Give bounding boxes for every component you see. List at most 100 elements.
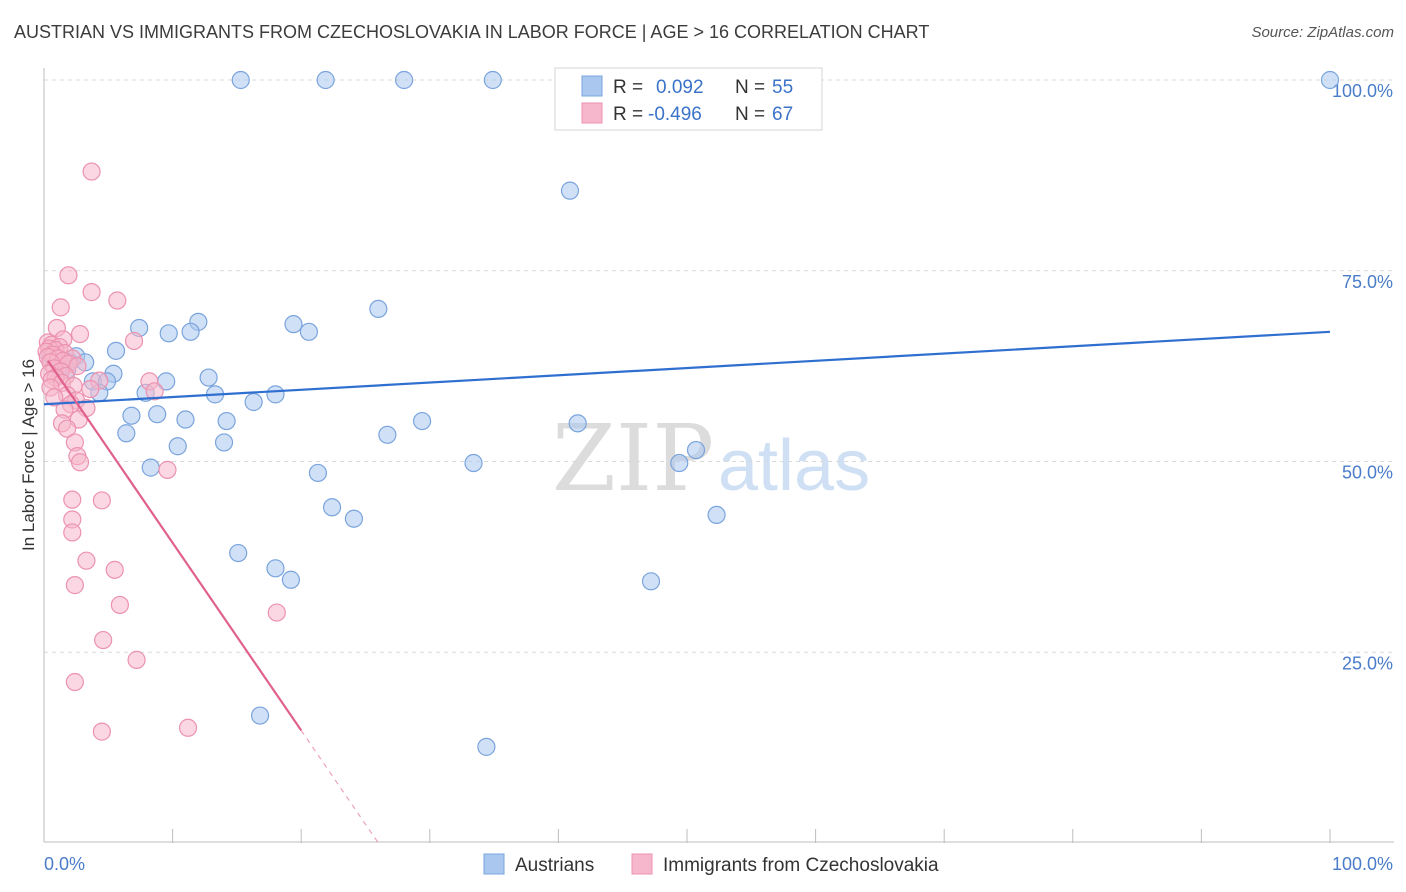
series-legend-label-austrians: Austrians <box>515 855 594 876</box>
point-austrian-36 <box>568 414 587 433</box>
stats-legend-n-value-blue: 55 <box>772 77 793 98</box>
point-czech-54 <box>77 551 96 570</box>
point-czech-35 <box>81 379 100 399</box>
point-austrian-33 <box>176 410 195 429</box>
point-austrian-30 <box>244 392 263 412</box>
trend-line-czech <box>46 360 303 732</box>
point-czech-2 <box>82 283 101 302</box>
y-tick-label-3: 25.0% <box>1342 653 1393 673</box>
x-ticks <box>172 829 1331 843</box>
point-czech-56 <box>65 576 84 595</box>
point-czech-48 <box>70 453 90 472</box>
stats-legend-r-value-blue: 0.092 <box>656 77 704 98</box>
stats-legend-n-value-pink: 67 <box>772 104 793 125</box>
stats-legend-n-label-blue: N = <box>735 77 765 98</box>
stats-legend-n-label-pink: N = <box>735 104 765 125</box>
point-austrian-50 <box>266 559 285 578</box>
point-austrian-41 <box>686 440 706 460</box>
point-czech-62 <box>178 718 198 737</box>
point-austrian-3 <box>483 70 502 90</box>
point-austrian-1 <box>316 70 335 90</box>
point-austrian-4 <box>1320 70 1340 90</box>
point-austrian-44 <box>141 458 160 477</box>
point-czech-58 <box>267 603 286 622</box>
series-legend: Austrians Immigrants from Czechoslovakia <box>483 853 939 876</box>
point-austrian-52 <box>641 572 661 591</box>
point-czech-36 <box>145 382 164 401</box>
point-czech-4 <box>51 298 70 317</box>
point-austrian-46 <box>322 498 342 517</box>
point-czech-61 <box>65 672 84 692</box>
point-austrian-31 <box>122 406 141 425</box>
point-czech-55 <box>105 560 124 579</box>
x-tick-label-max: 100.0% <box>1332 854 1393 874</box>
point-czech-3 <box>108 291 127 310</box>
point-austrian-35 <box>412 411 432 431</box>
point-czech-59 <box>94 630 113 650</box>
y-tick-label-0: 100.0% <box>1332 81 1393 101</box>
point-austrian-32 <box>148 405 167 424</box>
point-austrian-48 <box>707 505 726 525</box>
stats-legend-r-value-pink: -0.496 <box>648 104 702 125</box>
x-tick-label-min: 0.0% <box>44 854 85 874</box>
trend-line-austrian <box>43 330 1331 406</box>
trend-lines <box>43 330 1331 844</box>
point-austrian-2 <box>394 70 414 90</box>
point-austrian-53 <box>250 706 270 725</box>
point-austrian-39 <box>214 433 234 452</box>
watermark: ZIP atlas <box>552 405 870 512</box>
point-czech-38 <box>45 388 64 407</box>
chart-title: AUSTRIAN VS IMMIGRANTS FROM CZECHOSLOVAK… <box>14 22 930 42</box>
point-austrian-51 <box>281 570 301 589</box>
point-austrian-38 <box>378 425 397 444</box>
point-austrian-6 <box>369 299 388 318</box>
point-austrian-0 <box>231 70 250 90</box>
y-tick-label-2: 50.0% <box>1342 463 1393 483</box>
point-czech-1 <box>59 266 78 285</box>
series-legend-label-czechoslovakia: Immigrants from Czechoslovakia <box>663 855 939 876</box>
stats-legend-swatch-pink <box>581 102 603 124</box>
point-austrian-54 <box>477 737 496 756</box>
chart-source: Source: ZipAtlas.com <box>1251 24 1394 41</box>
point-czech-53 <box>63 523 82 542</box>
stats-legend: R = 0.092 N = 55 R = -0.496 N = 67 <box>554 67 823 131</box>
stats-legend-r-label-pink: R = <box>613 104 643 125</box>
point-austrian-8 <box>299 322 319 341</box>
point-czech-50 <box>63 490 82 509</box>
stats-legend-swatch-blue <box>581 75 603 97</box>
y-axis-label: In Labor Force | Age > 16 <box>19 359 38 551</box>
watermark-atlas: atlas <box>718 426 870 506</box>
point-austrian-42 <box>464 453 483 473</box>
point-czech-60 <box>127 650 146 669</box>
trend-line-extension-czech <box>300 730 379 844</box>
point-austrian-43 <box>670 453 689 473</box>
y-tick-label-1: 75.0% <box>1342 272 1393 292</box>
scatter-points <box>37 70 1340 756</box>
series-legend-swatch-czechoslovakia <box>631 853 653 875</box>
point-austrian-45 <box>308 463 328 483</box>
point-austrian-47 <box>344 509 364 528</box>
point-czech-45 <box>58 419 77 438</box>
point-austrian-37 <box>117 424 136 443</box>
point-austrian-12 <box>181 322 200 341</box>
point-czech-6 <box>70 324 90 344</box>
point-austrian-13 <box>106 341 126 360</box>
point-czech-7 <box>124 331 144 351</box>
point-czech-49 <box>158 460 177 479</box>
series-legend-swatch-austrians <box>483 853 505 875</box>
point-austrian-7 <box>284 315 303 334</box>
point-czech-57 <box>110 595 129 615</box>
point-austrian-5 <box>560 181 580 200</box>
point-czech-63 <box>92 722 111 741</box>
point-austrian-34 <box>217 411 236 431</box>
point-austrian-40 <box>168 437 187 456</box>
stats-legend-r-label-blue: R = <box>613 77 643 98</box>
point-austrian-10 <box>159 324 178 343</box>
y-tick-labels: 100.0% 75.0% 50.0% 25.0% <box>1332 81 1393 673</box>
point-czech-0 <box>82 162 101 181</box>
point-austrian-22 <box>199 368 218 387</box>
point-czech-23 <box>68 357 87 376</box>
point-austrian-29 <box>266 385 285 404</box>
point-czech-51 <box>92 491 111 510</box>
